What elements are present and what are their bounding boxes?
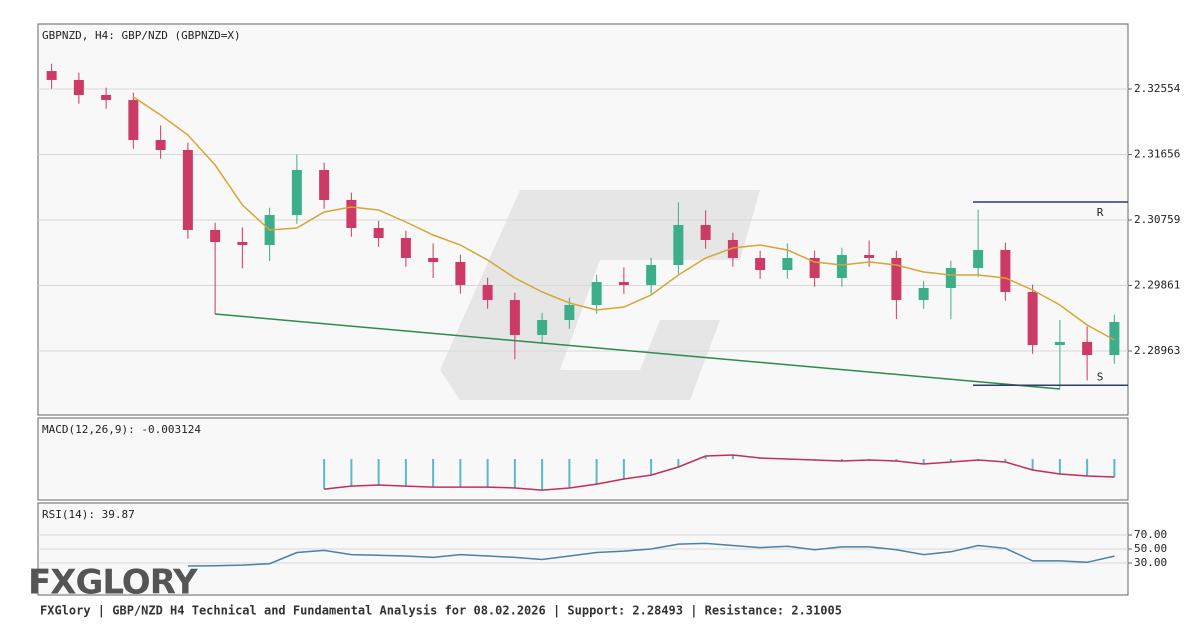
candle-body [291,169,302,216]
candle-body [700,225,711,240]
candle-body [210,229,221,243]
moving-average [132,96,1115,341]
candle-body [101,94,112,101]
candle-body [646,264,657,285]
panel-title: RSI(14): 39.87 [42,508,135,521]
candle-body [891,257,902,301]
candle-body [482,284,493,301]
y-tick-label: 2.31656 [1134,148,1180,161]
y-tick-label: 50.00 [1134,542,1167,555]
candle-body [346,199,357,228]
candle-body [155,140,166,151]
candle-body [618,281,629,285]
logo: FXGLORY [28,563,198,603]
candle-body [755,257,766,271]
y-tick-label: 2.28963 [1134,344,1180,357]
candle-body [128,100,139,141]
candle-body [237,242,248,245]
candle-body [973,249,984,268]
candle-body [564,304,575,321]
candle-body [373,228,384,238]
y-tick-label: 2.30759 [1134,213,1180,226]
candle-body [509,300,520,335]
candle-body [1109,321,1120,356]
candle-body [46,71,57,80]
rsi-line [187,542,1115,567]
candle-body [591,281,602,305]
macd-line [324,454,1115,491]
candle-body [400,237,411,258]
candle-body [1054,341,1065,346]
level-label: R [1097,206,1104,219]
candle-body [537,320,548,335]
level-label: S [1097,370,1104,383]
candle-body [73,79,84,95]
candle-body [727,239,738,258]
plot-layer: 2.32554 2.31656 2.30759 2.29861 2.28963 R S GBP… [38,29,1181,569]
candle-body [428,257,439,262]
candle-body [945,267,956,288]
candle-body [809,257,820,278]
candle-body [782,257,793,271]
candle-body [673,225,684,265]
panel-title: GBPNZD, H4: GBP/NZD (GBPNZD=X) [42,29,241,42]
panel-title: MACD(12,26,9): -0.003124 [42,423,201,436]
candle-body [182,150,193,230]
y-tick-label: 2.32554 [1134,82,1181,95]
trendline [215,313,1060,390]
candle-body [319,169,330,200]
candle-body [864,254,875,258]
y-tick-label: 70.00 [1134,528,1167,541]
candle-body [918,287,929,301]
candle-body [1000,249,1011,292]
footer: FXGlory | GBP/NZD H4 Technical and Funda… [40,604,842,618]
y-tick-label: 2.29861 [1134,278,1180,291]
y-tick-label: 30.00 [1134,556,1167,569]
macd-panel [37,417,1129,501]
candle-body [455,262,466,285]
candle-body [1027,291,1038,346]
candle-body [836,254,847,278]
candle-body [1082,341,1093,356]
